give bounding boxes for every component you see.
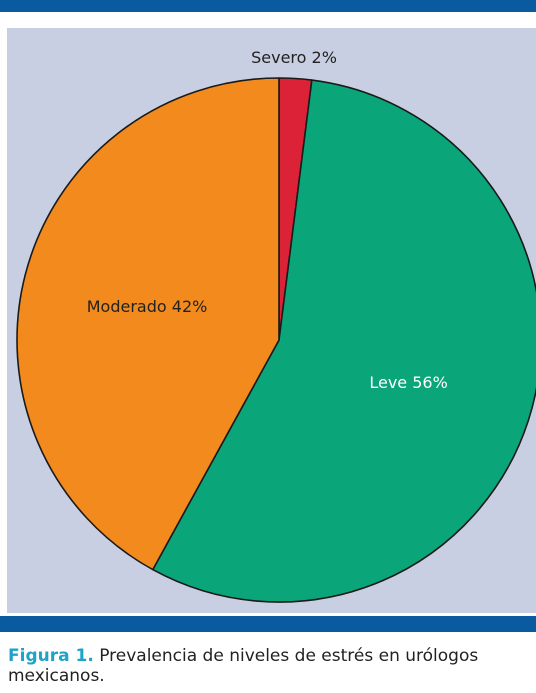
top-bar (0, 0, 536, 12)
slice-label: Severo 2% (251, 48, 337, 67)
pie-labels: Severo 2% Leve 56% Moderado 42% (87, 48, 448, 392)
bottom-bar (0, 616, 536, 632)
slice-label: Leve 56% (369, 373, 447, 392)
caption-text: Prevalencia de niveles de estrés en uról… (8, 646, 479, 686)
slice-label: Moderado 42% (87, 297, 208, 316)
pie-slices (16, 77, 536, 603)
pie-slice (151, 79, 536, 603)
pie-slice (16, 77, 280, 571)
figure-caption: Figura 1. Prevalencia de niveles de estr… (8, 646, 536, 686)
caption-label: Figura 1. (8, 646, 94, 666)
